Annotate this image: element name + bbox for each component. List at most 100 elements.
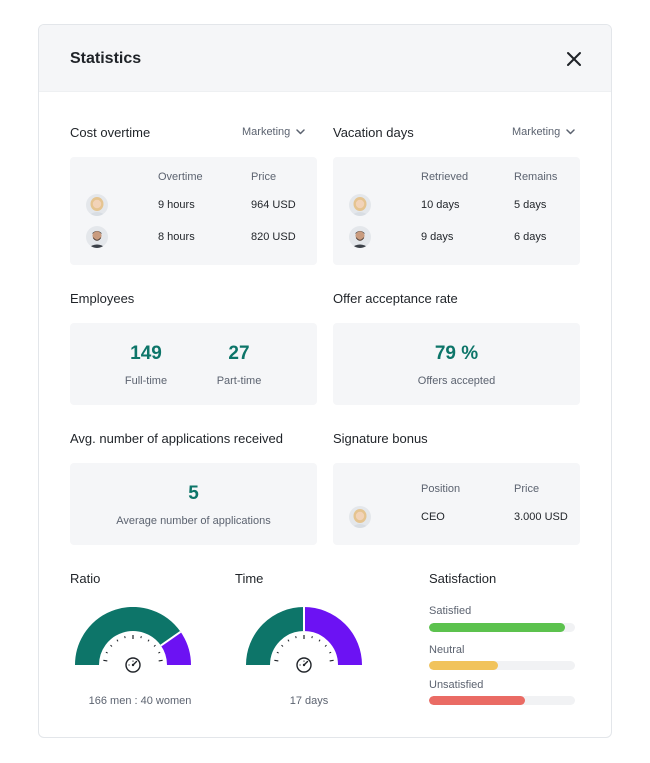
overtime-value: 8 hours bbox=[158, 231, 195, 243]
neutral-bar bbox=[429, 661, 498, 670]
satisfaction-title: Satisfaction bbox=[429, 571, 497, 586]
time-gauge bbox=[246, 607, 362, 673]
column-header-remains: Remains bbox=[514, 171, 558, 183]
cost-overtime-department-select[interactable]: Marketing bbox=[242, 126, 306, 138]
satisfied-bar-track bbox=[429, 623, 575, 632]
department-select-label: Marketing bbox=[512, 126, 561, 138]
gauge-tick bbox=[158, 651, 161, 654]
cost-overtime-title: Cost overtime bbox=[70, 125, 151, 140]
ratio-title: Ratio bbox=[70, 571, 101, 586]
neutral-bar-track bbox=[429, 661, 575, 670]
part-time-label: Part-time bbox=[216, 375, 262, 387]
gauge-tick bbox=[158, 659, 163, 662]
cost-overtime-card: Overtime Price 9 hours 964 USD 8 hours 8… bbox=[70, 157, 317, 265]
speedometer-icon bbox=[296, 657, 312, 673]
employees-card: 149 Full-time 27 Part-time bbox=[70, 323, 317, 405]
column-header-retrieved: Retrieved bbox=[421, 171, 469, 183]
applications-label: Average number of applications bbox=[116, 515, 271, 527]
offer-acceptance-title: Offer acceptance rate bbox=[333, 291, 458, 306]
chevron-down-icon bbox=[566, 129, 576, 135]
unsatisfied-bar-track bbox=[429, 696, 575, 705]
gauge-ticks bbox=[103, 635, 163, 662]
ratio-gauge bbox=[75, 607, 191, 673]
time-arc-elapsed bbox=[246, 607, 305, 666]
gauge-tick bbox=[329, 651, 332, 654]
chevron-down-icon bbox=[296, 129, 306, 135]
satisfied-label: Satisfied bbox=[429, 605, 472, 617]
panel-title: Statistics bbox=[70, 50, 142, 67]
female-avatar bbox=[86, 194, 108, 216]
gauge-tick bbox=[318, 639, 321, 642]
avatar bbox=[349, 506, 371, 528]
gauge-tick bbox=[147, 639, 150, 642]
full-time-count: 149 bbox=[130, 343, 162, 364]
gauge-tick bbox=[105, 651, 108, 654]
price-value: 820 USD bbox=[251, 231, 296, 243]
overtime-value: 9 hours bbox=[158, 199, 195, 211]
gauge-tick bbox=[295, 636, 297, 639]
price-value: 3.000 USD bbox=[514, 511, 568, 523]
vacation-days-title: Vacation days bbox=[333, 125, 414, 140]
ratio-divider bbox=[160, 630, 182, 647]
column-header-price: Price bbox=[514, 483, 540, 495]
neutral-label: Neutral bbox=[429, 644, 465, 656]
gauge-tick bbox=[124, 636, 126, 639]
applications-title: Avg. number of applications received bbox=[70, 431, 283, 446]
statistics-panel: Statistics Cost overtime Marketing Overt… bbox=[38, 24, 612, 738]
price-value: 964 USD bbox=[251, 199, 296, 211]
unsatisfied-bar bbox=[429, 696, 526, 705]
gauge-tick bbox=[276, 651, 279, 654]
gauge-tick bbox=[103, 659, 108, 662]
offer-acceptance-value: 79 % bbox=[434, 343, 479, 364]
column-header-position: Position bbox=[421, 483, 461, 495]
vacation-days-department-select[interactable]: Marketing bbox=[512, 126, 576, 138]
offer-acceptance-label: Offers accepted bbox=[417, 375, 496, 387]
gauge-hub bbox=[291, 652, 317, 673]
ratio-caption: 166 men : 40 women bbox=[88, 695, 192, 707]
offer-acceptance-card: 79 % Offers accepted bbox=[333, 323, 580, 405]
close-icon bbox=[567, 52, 581, 66]
gauge-tick bbox=[281, 644, 284, 647]
female-avatar bbox=[349, 194, 371, 216]
time-arc-remaining bbox=[303, 607, 362, 666]
gauge-ticks bbox=[274, 635, 334, 662]
gauge-tick bbox=[311, 636, 313, 639]
gauge-tick bbox=[140, 636, 142, 639]
signature-bonus-card: Position Price CEO 3.000 USD bbox=[333, 463, 580, 545]
close-button[interactable] bbox=[561, 46, 587, 72]
time-title: Time bbox=[235, 571, 264, 586]
gauge-tick bbox=[287, 639, 290, 642]
vacation-days-card: Retrieved Remains 10 days 5 days 9 days … bbox=[333, 157, 580, 265]
gauge-tick bbox=[116, 639, 119, 642]
retrieved-value: 9 days bbox=[421, 231, 454, 243]
speedometer-icon bbox=[125, 657, 141, 673]
time-caption: 17 days bbox=[289, 695, 329, 707]
gauge-tick bbox=[153, 644, 156, 647]
avatar bbox=[349, 226, 371, 248]
gauge-tick bbox=[110, 644, 113, 647]
column-header-overtime: Overtime bbox=[158, 171, 203, 183]
avatar bbox=[349, 194, 371, 216]
unsatisfied-label: Unsatisfied bbox=[429, 679, 484, 691]
male-avatar bbox=[349, 226, 371, 248]
panel-header: Statistics bbox=[39, 25, 611, 92]
avatar bbox=[86, 194, 108, 216]
signature-bonus-title: Signature bonus bbox=[333, 431, 428, 446]
gauge-tick bbox=[329, 659, 334, 662]
female-avatar bbox=[349, 506, 371, 528]
retrieved-value: 10 days bbox=[421, 199, 460, 211]
employees-title: Employees bbox=[70, 291, 135, 306]
ratio-arc-women bbox=[160, 631, 191, 666]
male-avatar bbox=[86, 226, 108, 248]
ratio-arc-men bbox=[75, 607, 181, 666]
satisfied-bar bbox=[429, 623, 565, 632]
full-time-label: Full-time bbox=[124, 375, 168, 387]
gauge-tick bbox=[274, 659, 279, 662]
remains-value: 6 days bbox=[514, 231, 547, 243]
position-value: CEO bbox=[421, 511, 445, 523]
gauge-hub bbox=[120, 652, 146, 673]
part-time-count: 27 bbox=[228, 343, 250, 364]
remains-value: 5 days bbox=[514, 199, 547, 211]
gauge-tick bbox=[324, 644, 327, 647]
applications-card: 5 Average number of applications bbox=[70, 463, 317, 545]
